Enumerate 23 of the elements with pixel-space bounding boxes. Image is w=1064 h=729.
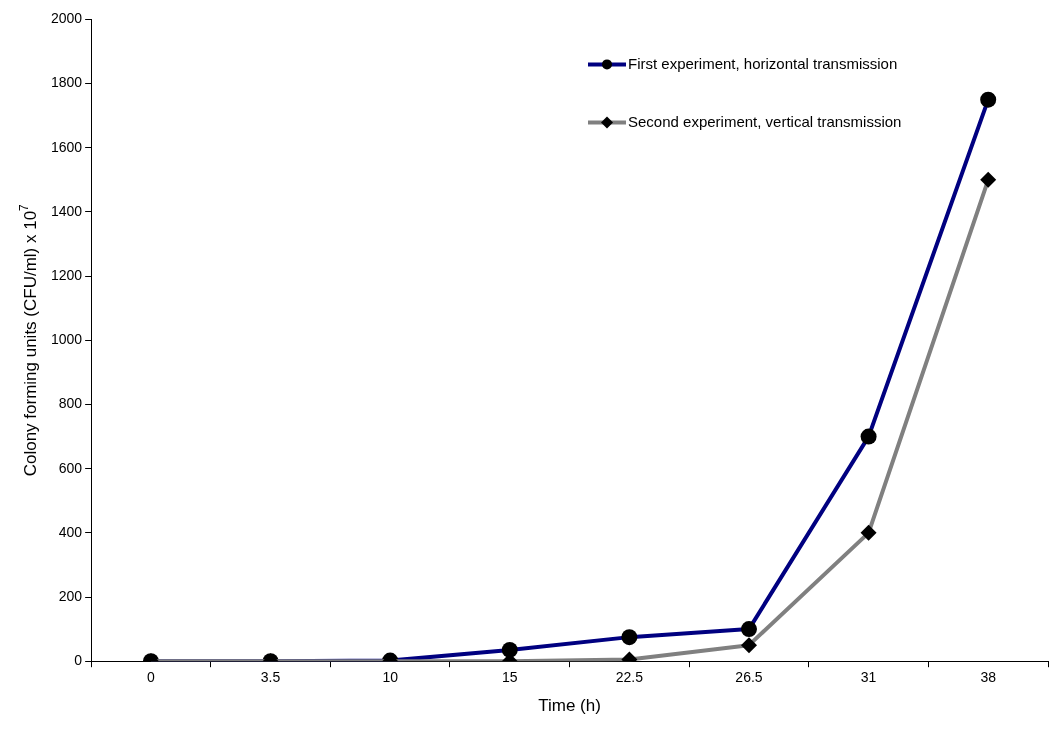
y-tick-label: 1000 [50, 331, 83, 348]
y-tick-label: 200 [58, 587, 83, 604]
x-tick-label: 3.5 [260, 669, 281, 686]
y-axis-title: Colony forming units (CFU/ml) x 107 [17, 203, 40, 477]
y-tick-label: 800 [58, 395, 83, 412]
y-tick-label: 1200 [50, 266, 83, 283]
x-tick-label: 0 [147, 669, 156, 686]
x-tick-label: 26.5 [735, 669, 763, 686]
x-tick-label: 31 [860, 669, 877, 686]
y-tick-label: 400 [58, 523, 83, 540]
y-tick-label: 1800 [50, 74, 83, 91]
x-tick-label: 15 [501, 669, 518, 686]
y-tick-label: 1600 [50, 138, 83, 155]
y-tick-label: 0 [74, 652, 83, 669]
y-tick-label: 1400 [50, 202, 83, 219]
x-tick-label: 10 [382, 669, 399, 686]
legend-label: Second experiment, vertical transmission [628, 112, 902, 130]
x-tick-label: 38 [980, 669, 997, 686]
y-tick-label: 2000 [50, 10, 83, 27]
y-tick-label: 600 [58, 459, 83, 476]
x-axis-title: Time (h) [538, 696, 601, 716]
x-tick-label: 22.5 [615, 669, 644, 686]
legend-label: First experiment, horizontal transmission [628, 54, 898, 72]
